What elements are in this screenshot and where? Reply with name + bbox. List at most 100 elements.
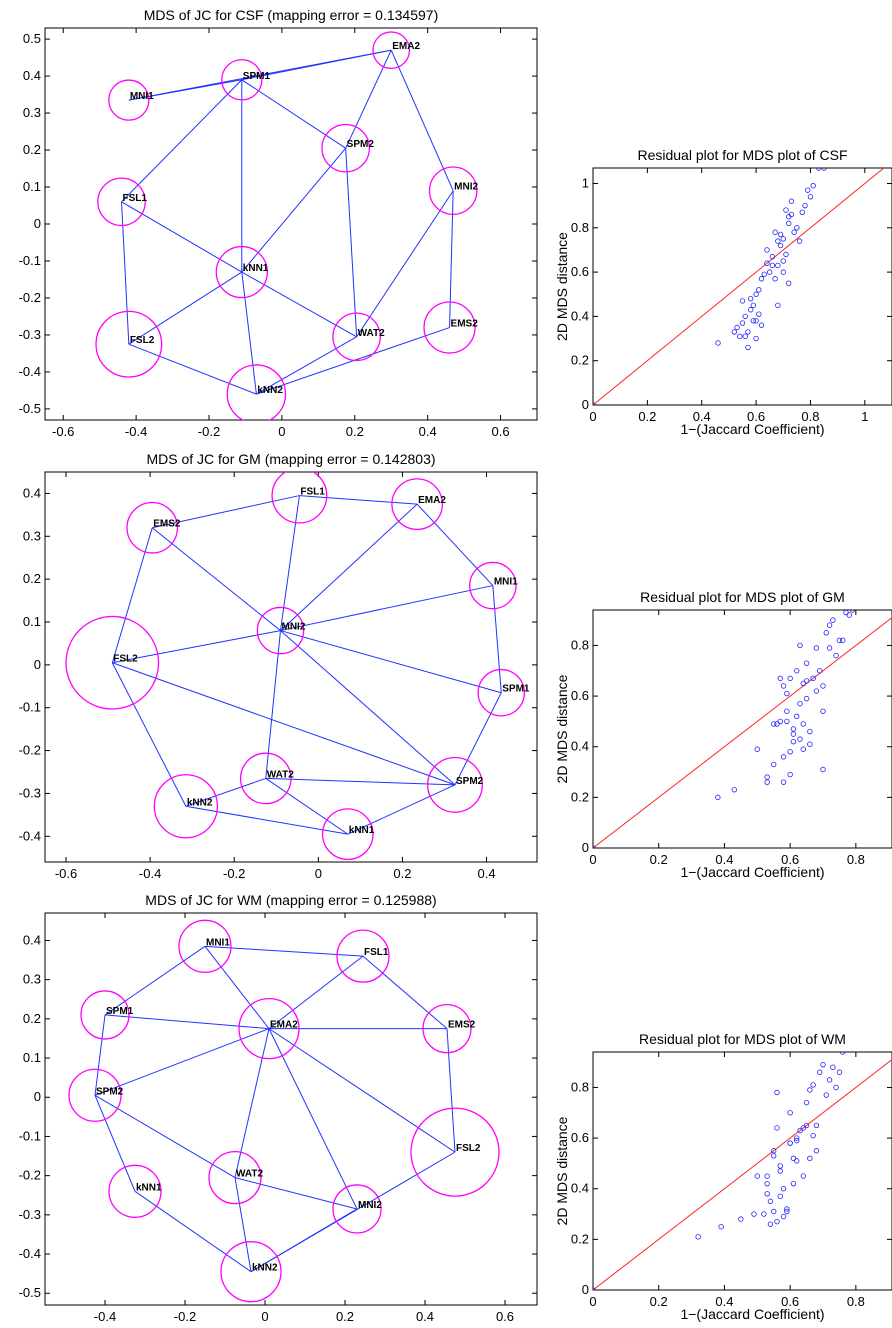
y-tick-label: 0.2 [23, 142, 41, 157]
y-tick-label: -0.2 [19, 290, 41, 305]
node-circle-MNI2 [428, 166, 478, 216]
edge-FSL2-EMS2 [111, 527, 153, 663]
node-label-MNI1: MNI1 [130, 91, 154, 102]
x-tick-label: 0.4 [715, 1294, 733, 1309]
data-point [807, 1087, 813, 1093]
edge-MNI2-WAT2 [356, 190, 454, 338]
y-axis-label: 2D MDS distance [554, 1116, 570, 1225]
node-label-SPM1: SPM1 [243, 71, 271, 82]
edge-WAT2-kNN2 [185, 777, 266, 807]
data-point [836, 1069, 843, 1075]
data-point [758, 276, 765, 282]
node-circle-SPM2 [68, 1068, 122, 1122]
node-label-WAT2: WAT2 [236, 1169, 263, 1180]
y-tick-label: 0 [582, 397, 589, 412]
data-point [774, 1218, 780, 1225]
data-point [780, 1213, 787, 1220]
data-point [807, 741, 813, 747]
x-tick-label: -0.4 [139, 866, 161, 881]
y-tick-label: 0.2 [571, 789, 589, 804]
data-point [786, 214, 792, 220]
node-label-kNN2: kNN2 [252, 1263, 278, 1274]
y-tick-label: 0.8 [571, 1079, 589, 1094]
node-circle-kNN2 [220, 1241, 282, 1303]
edge-kNN1-kNN2 [185, 805, 348, 835]
y-tick-label: -0.3 [19, 327, 41, 342]
node-label-EMA2: EMA2 [418, 495, 446, 506]
edge-kNN1-kNN2 [241, 272, 257, 395]
data-point [754, 746, 760, 752]
data-point [777, 242, 784, 249]
node-label-FSL2: FSL2 [113, 654, 138, 665]
data-point [695, 1234, 701, 1240]
edge-SPM2-kNN1 [94, 1095, 136, 1192]
data-point [764, 779, 770, 785]
y-tick-label: 0.2 [23, 571, 41, 586]
edge-SPM1-MNI2 [280, 630, 502, 694]
edge-MNI1-SPM1 [492, 585, 502, 693]
data-point [739, 298, 746, 304]
x-axis-label: 1−(Jaccard Coefficient) [680, 1306, 824, 1322]
x-tick-label: 0 [278, 424, 285, 439]
y-tick-label: -0.4 [19, 1246, 41, 1261]
data-point [771, 1208, 777, 1215]
chart-title: Residual plot for MDS plot of CSF [637, 147, 847, 163]
chart-panel-4: MDS of JC for WM (mapping error = 0.1259… [19, 892, 538, 1324]
data-point [794, 713, 800, 720]
plot-frame [44, 471, 538, 863]
data-point [810, 183, 816, 189]
y-tick-label: -0.5 [19, 1285, 41, 1300]
data-point [731, 787, 737, 793]
data-point [737, 333, 743, 340]
x-tick-label: 0.6 [781, 1294, 799, 1309]
y-tick-label: -0.3 [19, 785, 41, 800]
data-point [761, 271, 767, 278]
x-tick-label: 0.2 [346, 424, 364, 439]
y-tick-label: 0.6 [571, 688, 589, 703]
data-point [790, 738, 797, 745]
edge-kNN2-FSL2 [111, 662, 187, 807]
data-point [593, 845, 596, 848]
node-circle-SPM1 [221, 59, 263, 101]
data-point [758, 322, 765, 328]
x-tick-label: -0.2 [223, 866, 245, 881]
node-circle-EMS2 [422, 1003, 472, 1054]
data-point [777, 1168, 783, 1174]
node-label-kNN1: kNN1 [136, 1182, 162, 1193]
edge-EMA2-FSL2 [268, 1028, 456, 1153]
node-circle-FSL1 [336, 929, 390, 983]
edge-MNI2-kNN2 [250, 1208, 358, 1273]
node-circle-MNI1 [469, 561, 517, 610]
data-point [774, 721, 780, 727]
y-tick-label: -0.4 [19, 364, 41, 379]
edge-WAT2-kNN2 [234, 1177, 252, 1272]
node-label-EMS2: EMS2 [153, 519, 181, 530]
edge-SPM1-FSL1 [121, 79, 243, 203]
y-tick-label: 0 [34, 216, 41, 231]
x-tick-label: 0.6 [747, 409, 765, 424]
data-point [747, 295, 754, 302]
data-point [817, 668, 823, 674]
y-tick-label: 0.4 [23, 485, 41, 500]
chart-panel-1: Residual plot for MDS plot of CSF 0 0.2 0.4… [554, 147, 892, 437]
edge-SPM2-WAT2 [345, 148, 358, 337]
x-tick-label: -0.4 [125, 424, 147, 439]
edge-EMA2-MNI2 [390, 49, 454, 191]
node-label-WAT2: WAT2 [358, 328, 385, 339]
edge-MNI2-SPM2 [280, 630, 456, 786]
node-label-kNN2: kNN2 [257, 385, 283, 396]
data-point [775, 262, 781, 269]
data-point [794, 1158, 800, 1164]
node-label-MNI1: MNI1 [206, 937, 230, 948]
node-circle-SPM1 [477, 668, 526, 717]
data-point [803, 678, 810, 684]
node-circle-kNN2 [226, 364, 287, 420]
data-point [769, 253, 776, 260]
y-tick-label: 0 [34, 1089, 41, 1104]
data-point [753, 291, 759, 297]
data-point [820, 708, 826, 714]
identity-line [593, 616, 892, 848]
edge-WAT2-kNN1 [265, 778, 349, 835]
node-label-MNI2: MNI2 [281, 622, 305, 633]
x-tick-label: 0.2 [638, 409, 656, 424]
